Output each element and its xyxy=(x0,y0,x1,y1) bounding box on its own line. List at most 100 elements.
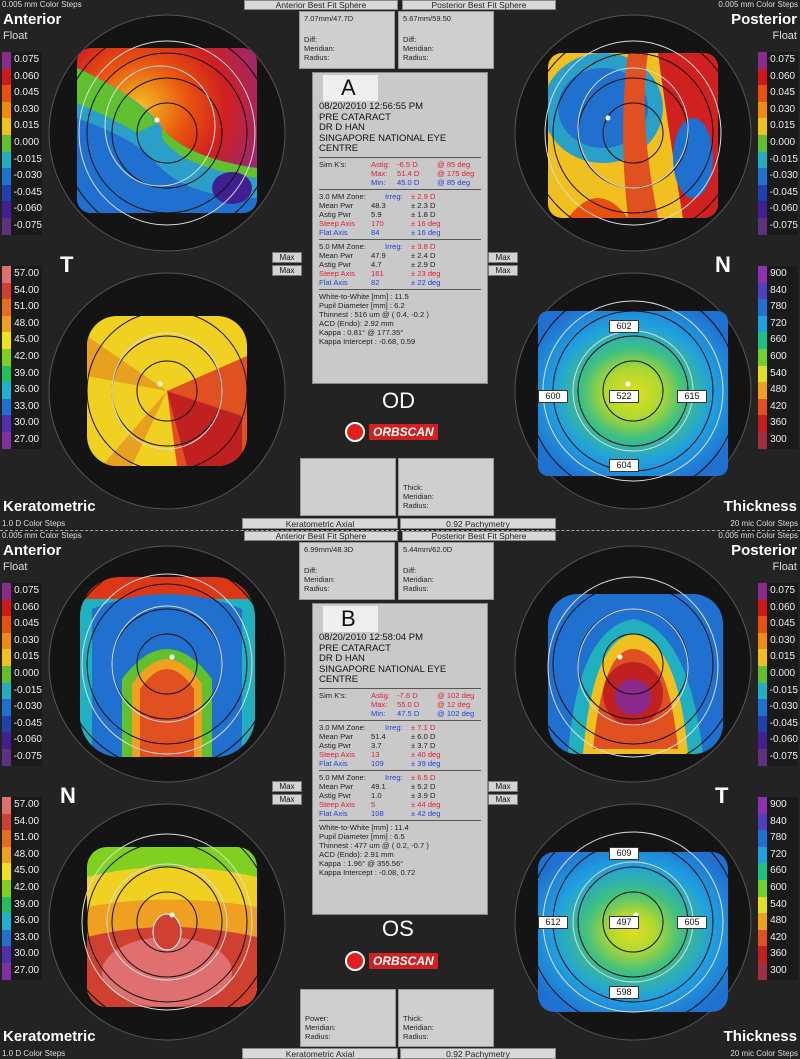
scale-row: 0.030 xyxy=(2,632,42,650)
posterior-float-map[interactable] xyxy=(508,539,758,789)
scale-row: -0.045 xyxy=(2,715,42,733)
scale-swatch xyxy=(758,649,768,666)
zone5-astig-pm: ± 3.9 D xyxy=(411,790,436,800)
scale-swatch xyxy=(2,748,11,766)
scale-row: 0.075 xyxy=(2,52,42,69)
posterior-float-map[interactable] xyxy=(508,8,758,258)
orbscan-logo: ORBSCAN xyxy=(345,422,438,442)
scale-swatch xyxy=(2,632,12,650)
biometry-group: White-to-White [mm] : 11.4 Pupil Diamete… xyxy=(319,819,481,877)
scale-label: 900 xyxy=(767,266,798,283)
scale-label: 51.00 xyxy=(11,299,42,316)
pachymetry-info: Thick: Meridian: Radius: xyxy=(398,989,494,1047)
meridian-label: Meridian: xyxy=(305,1023,336,1032)
astig-deg: @ 102 deg xyxy=(437,690,475,700)
anterior-float-map[interactable] xyxy=(42,8,292,258)
float-label: Float xyxy=(3,561,28,573)
eye-label: OD xyxy=(382,388,415,413)
zone3-label: 3.0 MM Zone: xyxy=(319,722,366,732)
scale-row: 0.000 xyxy=(758,134,798,152)
scale-row: 900 xyxy=(758,797,798,814)
thickness-title: Thickness xyxy=(723,498,797,515)
zone5-mean-pm: ± 2.4 D xyxy=(411,250,436,260)
scale-swatch xyxy=(2,732,11,749)
scale-row: 0.000 xyxy=(2,665,42,683)
scale-swatch xyxy=(758,365,768,383)
steep-axis-label: Steep Axis xyxy=(319,799,355,809)
thickness-value-bottom: 598 xyxy=(609,986,639,999)
min-deg: @ 85 deg xyxy=(437,177,471,187)
zone3-steep-pm: ± 40 deg xyxy=(411,749,441,759)
max-button[interactable]: Max xyxy=(488,265,518,276)
max-button[interactable]: Max xyxy=(272,265,302,276)
thickness-value-center: 497 xyxy=(609,916,639,929)
zone5-irreg: ± 3.8 D xyxy=(411,241,436,251)
scale-swatch xyxy=(2,151,11,169)
zone3-flat: 109 xyxy=(371,758,384,768)
scale-label: -0.015 xyxy=(10,682,42,700)
scale-row: 27.00 xyxy=(2,962,42,980)
zone5-group: 5.0 MM Zone: Irreg: ± 3.8 D Mean Pwr 47.9 ± … xyxy=(319,238,481,287)
eye-label: OS xyxy=(382,916,414,941)
institution: SINGAPORE NATIONAL EYE CENTRE xyxy=(319,663,447,685)
posterior-bfs-value: 5.67mm/59.50 xyxy=(403,14,451,23)
max-button[interactable]: Max xyxy=(272,781,302,792)
kappa: Kappa : 1.96° @ 355.56° xyxy=(319,858,404,868)
scale-label: 0.030 xyxy=(11,101,42,119)
thickness-value-top: 609 xyxy=(609,847,639,860)
posterior-bfs-bar: Posterior Best Fit Sphere xyxy=(402,0,556,10)
scale-swatch xyxy=(758,201,767,218)
float-color-scale: 0.075 0.060 0.045 0.030 0.015 0.000 -0.015 -0.0… xyxy=(758,583,798,766)
color-steps-label: 0.005 mm Color Steps xyxy=(718,0,798,9)
scale-row: 54.00 xyxy=(2,282,42,300)
scale-label: 600 xyxy=(767,879,798,897)
scale-swatch xyxy=(758,830,768,847)
scale-row: 840 xyxy=(758,282,798,300)
float-color-scale: 0.075 0.060 0.045 0.030 0.015 0.000 -0.015 -0.0… xyxy=(2,52,42,235)
keratometric-map[interactable] xyxy=(42,266,292,516)
float-color-scale: 0.075 0.060 0.045 0.030 0.015 0.000 -0.015 -0.0… xyxy=(758,52,798,235)
scale-label: -0.030 xyxy=(10,168,42,185)
color-steps-label: 20 mic Color Steps xyxy=(730,1049,798,1058)
zone5-steep: 5 xyxy=(371,799,376,809)
scale-swatch xyxy=(2,962,12,980)
zone5-flat-pm: ± 42 deg xyxy=(411,808,441,818)
biometry-group: White-to-White [mm] : 11.5 Pupil Diamete… xyxy=(319,288,481,346)
zone5-flat: 82 xyxy=(371,277,380,287)
keratometric-color-scale: 57.00 54.00 51.00 48.00 45.00 42.00 39.00 36.00… xyxy=(2,797,42,980)
scale-label: 360 xyxy=(767,415,798,432)
scale-label: 540 xyxy=(767,365,798,383)
orientation-letter: T xyxy=(60,252,74,277)
max-button[interactable]: Max xyxy=(488,781,518,792)
zone5-flat-pm: ± 22 deg xyxy=(411,277,441,287)
scale-row: -0.015 xyxy=(2,682,42,700)
scale-label: -0.060 xyxy=(766,201,798,218)
scale-label: 54.00 xyxy=(11,813,42,831)
scale-label: 45.00 xyxy=(11,332,42,349)
max-button[interactable]: Max xyxy=(272,252,302,263)
scale-swatch xyxy=(758,118,768,135)
max-button[interactable]: Max xyxy=(272,794,302,805)
kappa-intercept: Kappa Intercept : -0.68, 0.59 xyxy=(319,336,416,346)
max-button[interactable]: Max xyxy=(488,252,518,263)
radius-label: Radius: xyxy=(305,1032,331,1041)
meridian-label: Meridian: xyxy=(403,575,434,584)
irreg-label: Irreg: xyxy=(385,772,403,782)
orientation-letter: T xyxy=(715,783,729,808)
keratometric-map[interactable] xyxy=(42,797,292,1047)
scale-swatch xyxy=(758,315,768,333)
scale-label: 30.00 xyxy=(11,946,42,963)
thickness-value-bottom: 604 xyxy=(609,459,639,472)
scale-swatch xyxy=(758,85,768,102)
anterior-float-map[interactable] xyxy=(42,539,292,789)
zone3-astig: 5.9 xyxy=(371,209,382,219)
zone3-astig-pm: ± 3.7 D xyxy=(411,740,436,750)
scale-swatch xyxy=(758,151,767,169)
scale-label: 300 xyxy=(767,431,798,449)
zone3-group: 3.0 MM Zone: Irreg: ± 7.1 D Mean Pwr 51.4 ± … xyxy=(319,719,481,768)
astig-label: Astig: xyxy=(371,690,390,700)
color-steps-label: 1.0 D Color Steps xyxy=(2,519,66,528)
max-button[interactable]: Max xyxy=(488,794,518,805)
steep-axis-label: Steep Axis xyxy=(319,268,355,278)
scale-row: 780 xyxy=(758,299,798,316)
